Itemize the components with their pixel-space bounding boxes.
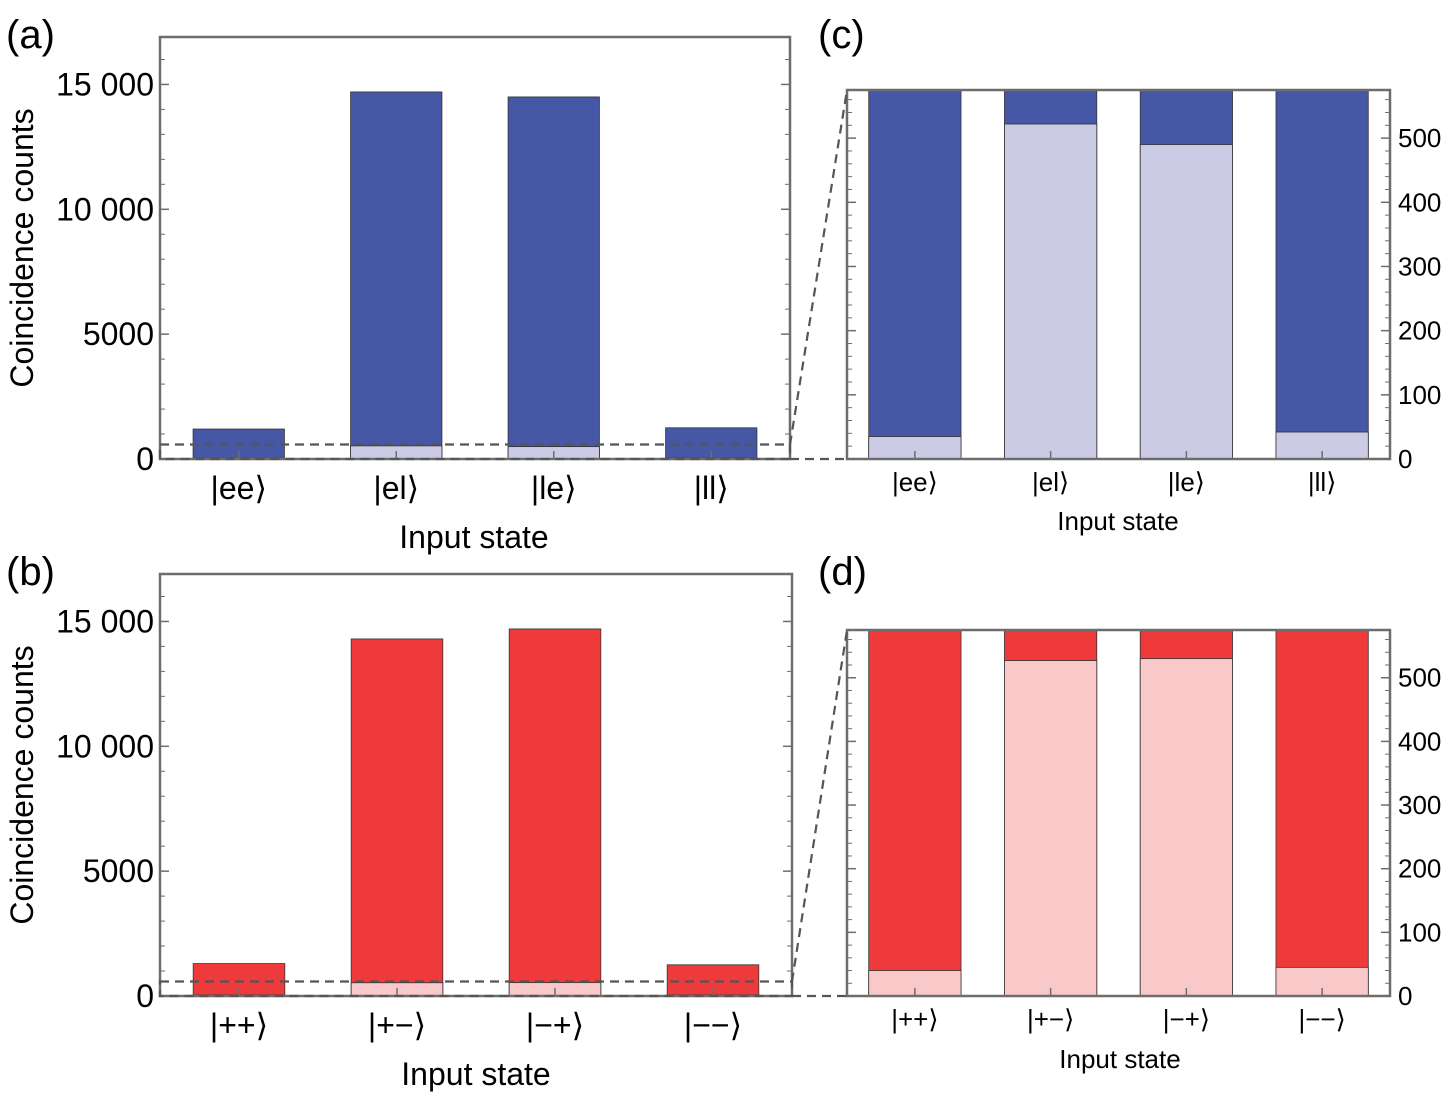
- bars: [868, 90, 1369, 459]
- bars: [192, 628, 760, 996]
- zoom-connector-top: [790, 629, 849, 982]
- x-tick-label: |le⟩: [531, 470, 577, 506]
- y-tick-label: 300: [1398, 251, 1441, 281]
- x-axis-label-d: Input state: [1059, 1044, 1180, 1074]
- x-tick-label: |el⟩: [1032, 467, 1069, 497]
- bar: [507, 96, 600, 459]
- y-tick-label: 5000: [83, 316, 154, 352]
- x-tick-label: |el⟩: [373, 470, 419, 506]
- x-axis-label-a: Input state: [399, 519, 548, 555]
- x-axis-label-b: Input state: [401, 1056, 550, 1092]
- bar: [868, 630, 962, 996]
- y-tick-label: 0: [136, 441, 154, 477]
- x-tick-label: |−−⟩: [684, 1007, 742, 1043]
- y-tick-label: 400: [1398, 187, 1441, 217]
- bars: [868, 630, 1369, 996]
- y-tick-label: 500: [1398, 663, 1441, 693]
- y-tick-label: 100: [1398, 917, 1441, 947]
- y-tick-label: 15 000: [56, 603, 154, 639]
- bar: [1004, 123, 1098, 459]
- zoom-connectors: [158, 89, 849, 998]
- bar: [350, 638, 444, 996]
- bar: [508, 628, 602, 996]
- panel-label-a: (a): [6, 13, 55, 57]
- y-tick-label: 0: [1398, 981, 1412, 1011]
- x-tick-label: |−+⟩: [1163, 1004, 1210, 1034]
- bar: [1139, 658, 1233, 996]
- zoom-connector-top: [788, 89, 849, 445]
- chart-a: 0 5000 10 000 15 000 |ee⟩ |el⟩ |le⟩ |ll⟩: [56, 35, 792, 506]
- y-axis-label-a: Coincidence counts: [4, 108, 40, 387]
- plot-frame: [845, 88, 1392, 461]
- plot-frame: [158, 35, 792, 461]
- y-tick-label: 300: [1398, 790, 1441, 820]
- chart-c: 0 100 200 300 400 500 |ee⟩ |el⟩ |le⟩ |ll⟩: [845, 88, 1441, 497]
- y-tick-label: 0: [1398, 444, 1412, 474]
- y-tick-label: 10 000: [56, 728, 154, 764]
- zoom-box: [158, 443, 792, 461]
- x-tick-label: |+−⟩: [1027, 1004, 1074, 1034]
- x-tick-label: |ll⟩: [1308, 467, 1336, 497]
- y-tick-label: 0: [136, 978, 154, 1014]
- y-tick-label: 200: [1398, 854, 1441, 884]
- y-tick-label: 400: [1398, 726, 1441, 756]
- x-tick-label: |++⟩: [891, 1004, 938, 1034]
- chart-b: 0 5000 10 000 15 000 |++⟩ |+−⟩ |−+⟩ |−−⟩: [56, 572, 794, 1043]
- plot-frame: [158, 572, 794, 998]
- zoom-box: [158, 980, 794, 998]
- panel-label-c: (c): [818, 13, 865, 57]
- y-tick-label: 10 000: [56, 191, 154, 227]
- x-tick-label: |++⟩: [210, 1007, 268, 1043]
- panel-label-d: (d): [818, 550, 867, 594]
- bar: [868, 90, 962, 459]
- bar: [1275, 630, 1369, 996]
- x-tick-label: |+−⟩: [368, 1007, 426, 1043]
- y-tick-label: 100: [1398, 380, 1441, 410]
- x-tick-label: |−−⟩: [1298, 1004, 1345, 1034]
- y-tick-label: 5000: [83, 853, 154, 889]
- x-tick-label: |le⟩: [1168, 467, 1205, 497]
- y-tick-label: 500: [1398, 123, 1441, 153]
- x-tick-label: |−+⟩: [526, 1007, 584, 1043]
- x-tick-label: |ll⟩: [694, 470, 729, 506]
- panel-label-b: (b): [6, 550, 55, 594]
- y-axis-label-b: Coincidence counts: [4, 645, 40, 924]
- bar: [1139, 144, 1233, 459]
- bar: [1004, 660, 1098, 996]
- bar: [350, 91, 443, 459]
- x-tick-label: |ee⟩: [211, 470, 267, 506]
- y-tick-label: 200: [1398, 316, 1441, 346]
- x-axis-label-c: Input state: [1057, 506, 1178, 536]
- chart-d: 0 100 200 300 400 500 |++⟩ |+−⟩ |−+⟩ |−−⟩: [845, 628, 1441, 1034]
- bars: [192, 91, 758, 459]
- bar: [1275, 90, 1369, 459]
- y-tick-label: 15 000: [56, 66, 154, 102]
- plot-frame: [845, 628, 1392, 998]
- x-tick-label: |ee⟩: [892, 467, 938, 497]
